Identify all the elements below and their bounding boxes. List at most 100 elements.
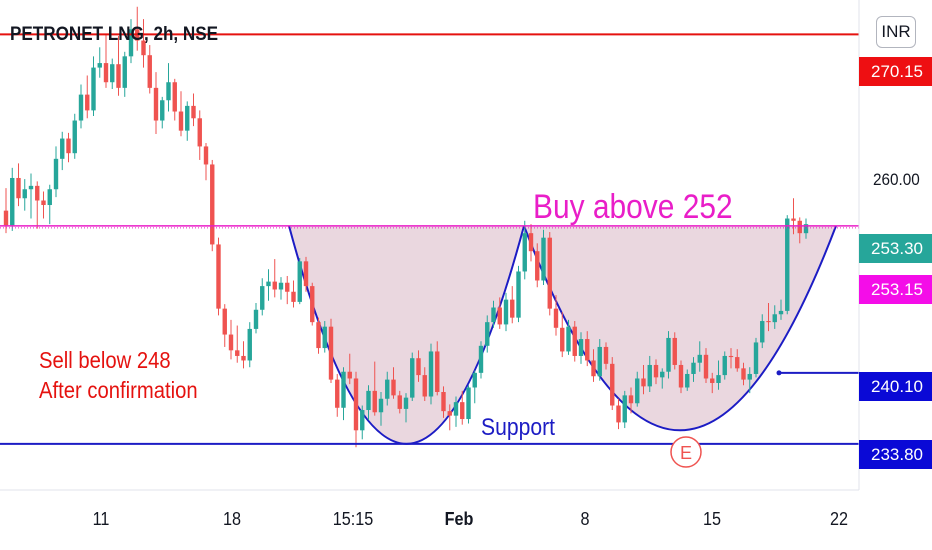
candle-body <box>3 210 9 226</box>
candle-body <box>541 237 546 281</box>
candle <box>672 332 677 370</box>
candle-body <box>597 346 602 377</box>
candle-body <box>247 328 252 361</box>
candle <box>760 314 765 349</box>
candle <box>341 367 346 421</box>
candle-body <box>397 395 402 409</box>
candle-body <box>78 94 84 121</box>
candle <box>403 393 409 423</box>
candle-body <box>216 244 221 309</box>
candle-body <box>685 373 690 388</box>
candle-body <box>747 373 752 380</box>
candle-body <box>147 55 152 88</box>
candle-body <box>735 357 740 369</box>
candle-body <box>110 64 115 83</box>
candle <box>203 143 209 181</box>
candle <box>478 341 484 379</box>
candle-body <box>616 405 621 423</box>
cup-shapes <box>288 225 837 445</box>
candle <box>222 304 227 347</box>
candle-body <box>166 82 171 101</box>
candle <box>72 113 77 159</box>
candle-body <box>91 67 96 111</box>
candle-body <box>628 395 634 404</box>
candle <box>553 295 559 336</box>
candle <box>797 217 802 244</box>
candle <box>360 405 365 440</box>
candle <box>191 93 196 127</box>
candle <box>247 322 252 368</box>
candle <box>497 297 502 329</box>
candle <box>803 218 809 239</box>
candle-body <box>535 251 540 281</box>
candle-body <box>622 395 627 423</box>
candle-body <box>472 372 477 388</box>
candle <box>235 325 240 363</box>
candle-body <box>785 218 790 311</box>
candle <box>78 84 84 129</box>
candle-body <box>222 308 227 335</box>
candle <box>47 184 52 225</box>
candle-body <box>378 398 384 413</box>
candle <box>697 341 702 372</box>
last-price-tag: 253.30 <box>859 234 932 263</box>
candle-body <box>303 261 309 287</box>
candle-body <box>185 105 190 131</box>
candle-body <box>660 371 665 378</box>
candle-body <box>197 118 202 147</box>
candle-body <box>241 355 246 361</box>
candle-body <box>485 322 490 346</box>
candle <box>378 392 384 426</box>
earnings-event-marker[interactable]: E <box>670 436 702 468</box>
candle <box>303 256 309 292</box>
candle <box>716 360 721 390</box>
candle-body <box>478 345 484 373</box>
x-tick-label: 11 <box>92 509 110 529</box>
candle-body <box>691 362 696 374</box>
candle-body <box>228 334 234 351</box>
candle <box>647 355 652 392</box>
candle-body <box>266 281 271 287</box>
x-tick-label: 18 <box>222 509 242 529</box>
candle <box>103 34 109 88</box>
candle <box>335 373 340 417</box>
candle <box>22 179 27 211</box>
candle-body <box>441 392 446 412</box>
candle-body <box>41 200 46 206</box>
symbol-title[interactable]: PETRONET LNG, 2h, NSE <box>10 24 219 45</box>
candle <box>28 173 34 219</box>
candle-body <box>678 364 684 388</box>
candle <box>353 371 359 448</box>
candle <box>510 286 515 324</box>
support-annotation: Support <box>481 414 555 441</box>
candle-body <box>760 321 765 343</box>
candle <box>85 75 90 119</box>
candle-body <box>328 326 334 380</box>
candle-body <box>322 326 327 349</box>
candle <box>685 369 690 391</box>
candle-body <box>728 355 734 358</box>
candle <box>278 277 284 300</box>
candle-body <box>797 220 802 234</box>
candle-body <box>741 368 746 380</box>
candle-body <box>516 271 521 318</box>
candle-body <box>666 337 671 372</box>
candle-body <box>453 402 459 416</box>
earnings-event-circle[interactable] <box>670 436 702 468</box>
candle-body <box>491 307 496 323</box>
candle-body <box>53 158 59 190</box>
candle <box>791 198 796 235</box>
candle-body <box>28 185 34 190</box>
candle <box>503 292 509 332</box>
candle <box>172 78 177 121</box>
candle <box>610 357 615 411</box>
currency-button[interactable]: INR <box>876 16 916 48</box>
candle-body <box>591 360 596 377</box>
candle-body <box>178 111 184 131</box>
candle-body <box>647 364 652 387</box>
candle <box>128 19 134 64</box>
candle-body <box>10 177 15 226</box>
candle-body <box>522 233 527 272</box>
candle-body <box>585 339 590 361</box>
